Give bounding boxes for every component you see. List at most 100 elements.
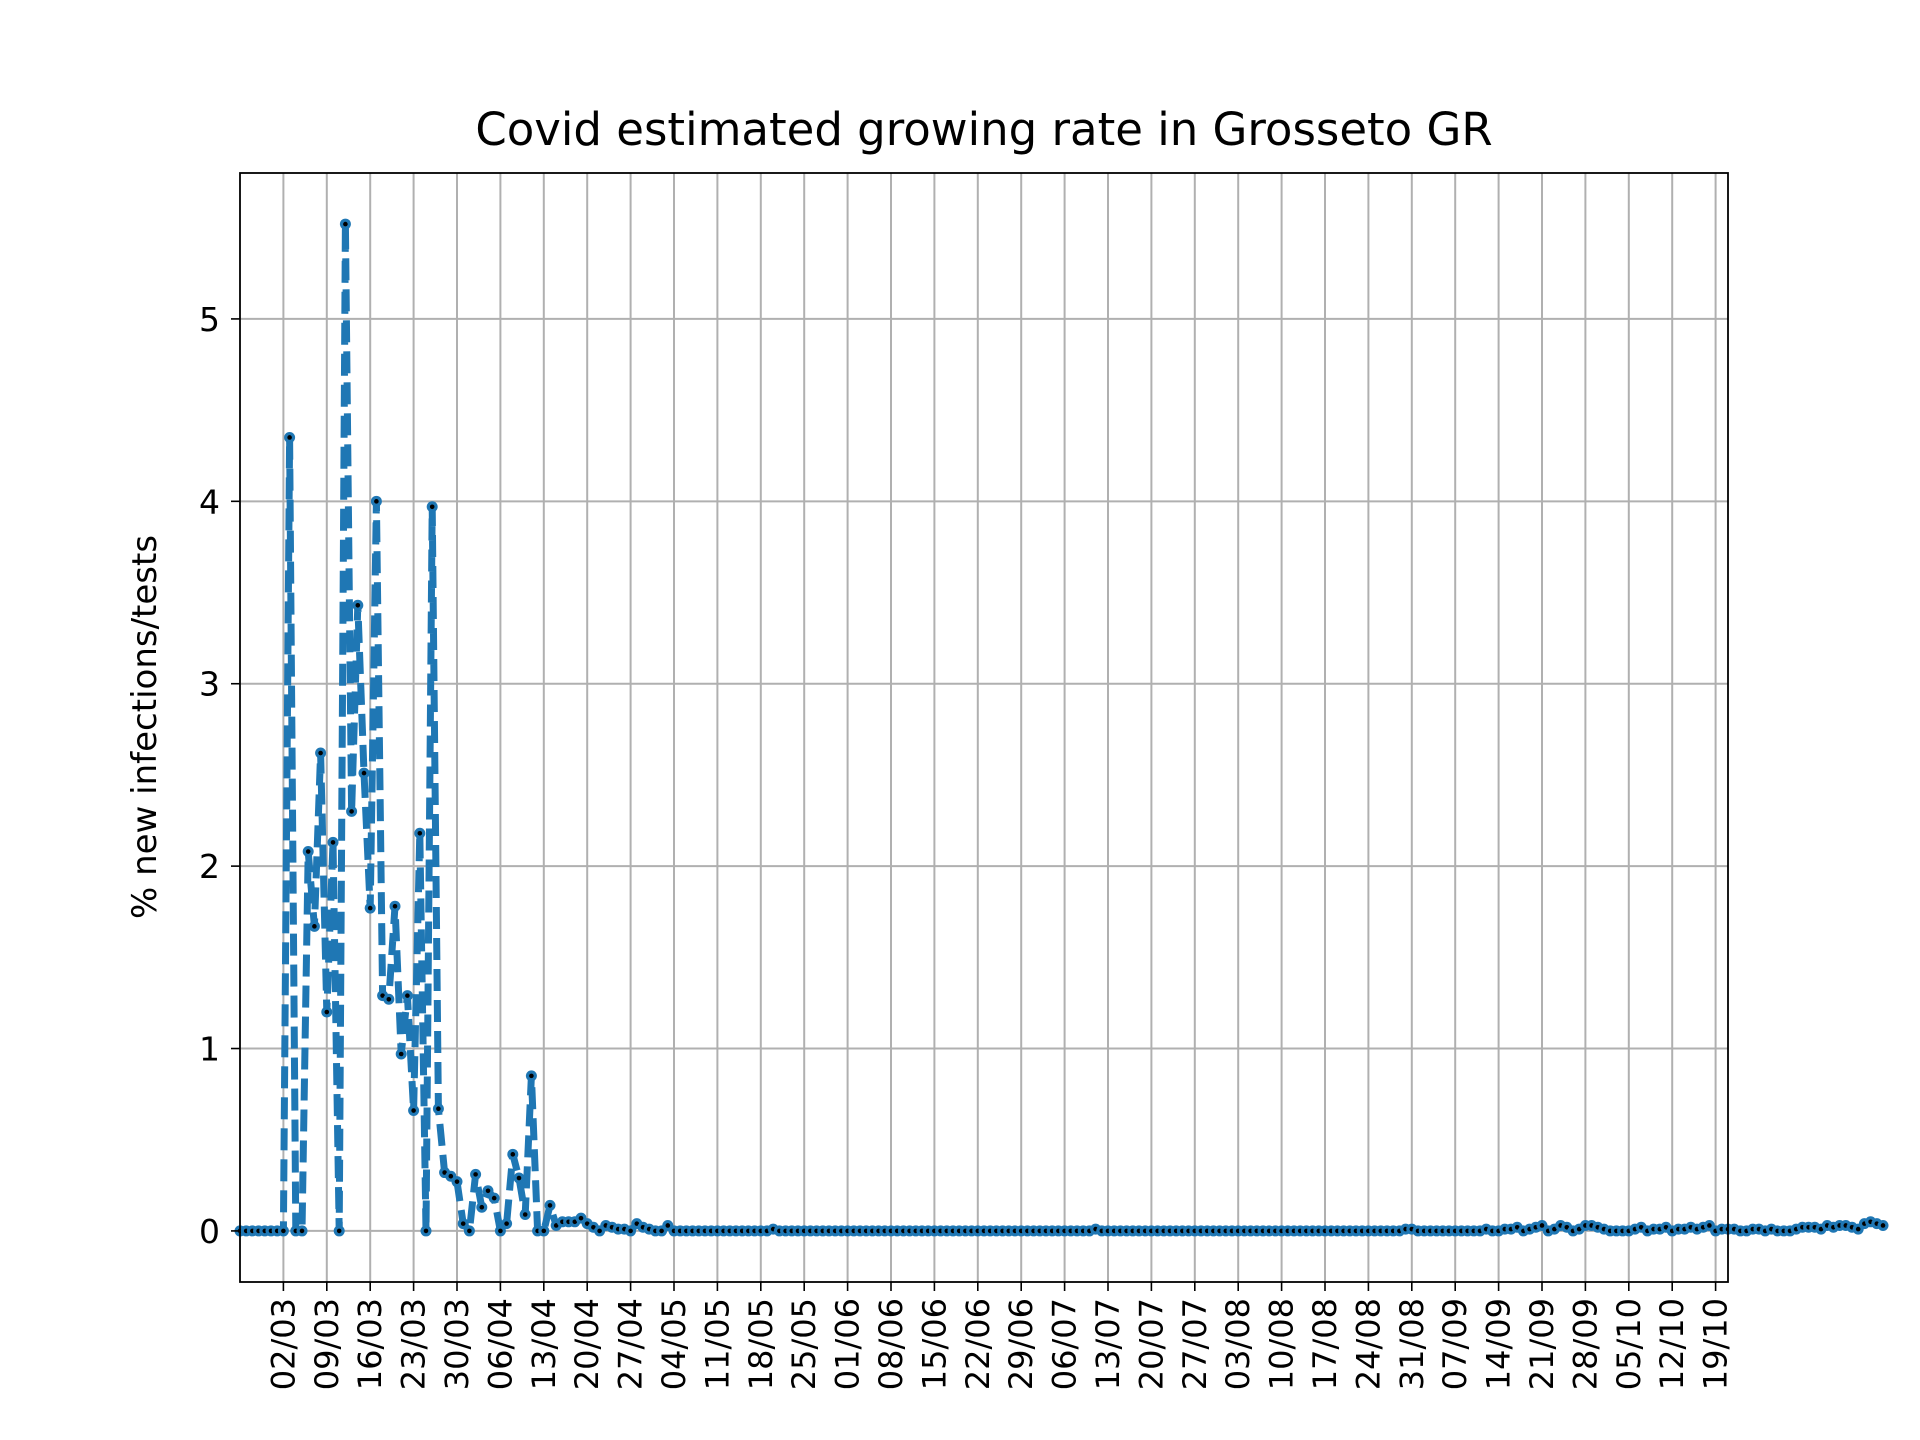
x-tick-label: 02/03 [264,1298,302,1390]
x-tick-label: 11/05 [698,1298,736,1390]
plot-frame [239,172,1729,1283]
data-point-center [287,435,292,440]
data-point-center [361,770,367,776]
data-point-center [1855,1226,1861,1232]
data-point-center [553,1223,559,1228]
data-point-center [665,1223,671,1228]
x-tick-label: 23/03 [395,1298,433,1390]
x-tick-label: 30/03 [438,1298,476,1390]
data-point-center [429,504,435,510]
data-point-center [541,1228,547,1234]
x-tick-label: 04/05 [655,1298,693,1390]
x-tick-label: 21/09 [1523,1298,1561,1390]
data-point-center [324,1009,330,1015]
x-tick-label: 15/06 [915,1298,953,1390]
y-tick-label: 2 [199,847,220,886]
x-tick-label: 10/08 [1263,1298,1301,1390]
data-point-center [405,993,410,998]
data-point-center [442,1170,447,1175]
data-point-center [374,499,379,504]
data-point-center [281,1228,286,1234]
data-point-center [485,1188,491,1194]
x-tick-label: 16/03 [351,1298,389,1390]
data-point-center [386,996,392,1002]
data-point-center [1663,1224,1669,1230]
data-point-center [634,1221,640,1226]
data-point-center [367,905,373,911]
axis-ticks: 02/03 09/03 16/03 23/03 30/03 06/04 13/04 20/04… [199,300,1735,1390]
x-tick-label: 31/08 [1393,1298,1431,1390]
series-layer [234,218,1889,1237]
data-point-center [355,602,361,608]
x-tick-label: 01/06 [829,1298,867,1390]
data-point-center [473,1172,478,1177]
data-point-center [584,1221,590,1226]
y-tick-label: 3 [199,665,220,704]
x-tick-label: 12/10 [1653,1298,1691,1390]
data-point-center [467,1228,472,1234]
x-tick-label: 18/05 [742,1298,780,1390]
x-tick-label: 27/04 [612,1298,650,1390]
x-tick-label: 17/08 [1306,1298,1344,1390]
x-tick-label: 06/07 [1046,1298,1084,1390]
data-point-center [1552,1226,1557,1232]
data-point-center [392,903,398,909]
data-point-center [1707,1223,1712,1228]
data-point-center [299,1228,305,1234]
x-tick-label: 13/07 [1089,1298,1127,1390]
data-point-center [1539,1223,1545,1228]
data-point-center [398,1051,404,1057]
chart-title: Covid estimated growing rate in Grosseto… [475,103,1492,156]
data-point-center [411,1108,416,1113]
data-point-center [417,830,423,836]
data-point-center [336,1228,342,1234]
x-tick-label: 29/06 [1002,1298,1040,1390]
data-point-center [1880,1223,1886,1228]
data-point-center [1818,1226,1824,1232]
x-tick-label: 27/07 [1176,1298,1214,1390]
x-tick-label: 20/07 [1132,1298,1170,1390]
data-point-center [1564,1224,1570,1230]
x-tick-label: 19/10 [1697,1298,1735,1390]
data-point-center [448,1173,454,1179]
data-point-center [454,1179,460,1184]
data-point-center [423,1228,429,1234]
x-tick-label: 07/09 [1436,1298,1474,1390]
y-axis-label: % new infections/tests [125,535,165,919]
x-tick-label: 06/04 [481,1298,519,1390]
data-point-center [479,1204,485,1210]
data-point-center [330,840,336,845]
data-point-center [436,1106,441,1112]
data-point-center [591,1224,596,1230]
y-tick-label: 0 [199,1212,220,1251]
data-point-center [597,1228,602,1234]
data-point-center [312,924,317,929]
data-point-center [510,1152,516,1157]
data-point-center [504,1221,509,1226]
data-point-center [547,1203,553,1208]
data-point-center [305,849,311,854]
data-point-center [460,1221,466,1226]
data-point-center [572,1219,578,1225]
x-tick-label: 03/08 [1219,1298,1257,1390]
data-point-center [380,993,385,998]
data-point-center [628,1228,633,1234]
y-tick-label: 5 [199,300,220,339]
x-tick-label: 20/04 [568,1298,606,1390]
data-point-center [343,221,348,227]
x-tick-label: 22/06 [959,1298,997,1390]
data-point-center [318,750,323,756]
y-tick-label: 1 [199,1030,220,1069]
x-tick-label: 25/05 [785,1298,823,1390]
x-tick-label: 13/04 [525,1298,563,1390]
data-point-center [498,1228,503,1234]
grid-lines [240,173,1728,1282]
x-tick-label: 08/06 [872,1298,910,1390]
data-point-center [529,1073,534,1079]
data-point-center [522,1212,528,1217]
x-tick-label: 24/08 [1349,1298,1387,1390]
data-point-center [1514,1224,1520,1230]
